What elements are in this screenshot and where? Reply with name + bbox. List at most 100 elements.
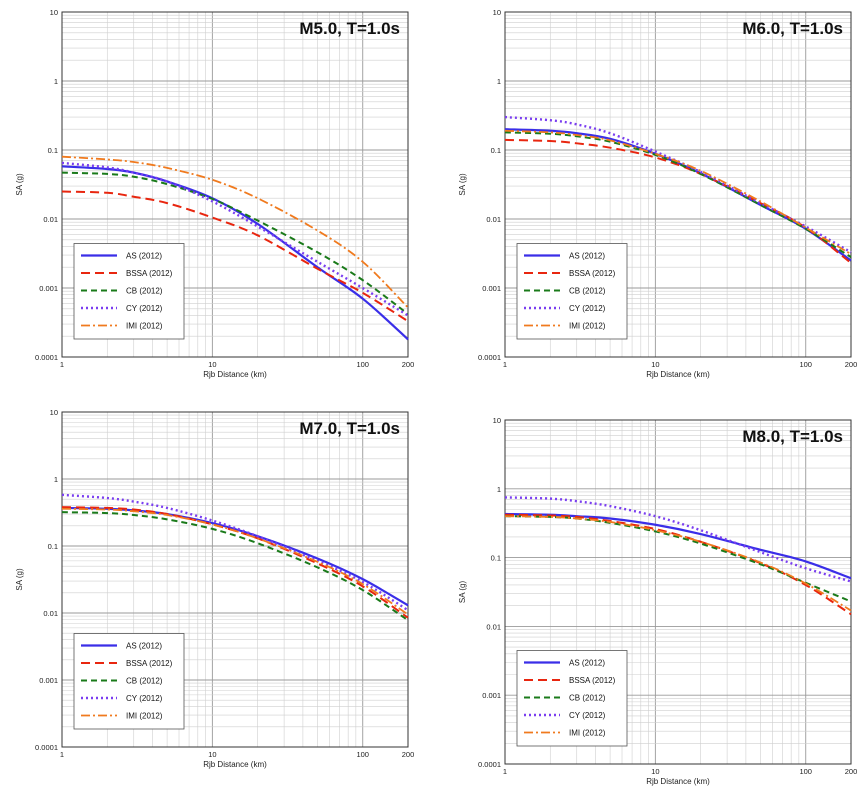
y-tick-label: 1 (54, 475, 58, 484)
x-tick-label: 100 (799, 360, 812, 369)
x-tick-label: 100 (356, 750, 369, 759)
legend-label: BSSA (2012) (569, 676, 616, 685)
y-tick-label: 10 (50, 408, 58, 417)
x-tick-label: 200 (402, 360, 415, 369)
x-axis-label: Rjb Distance (km) (203, 370, 267, 379)
legend-label: CY (2012) (126, 694, 163, 703)
y-axis-label: SA (g) (458, 173, 467, 196)
grid (504, 12, 852, 358)
legend-label: AS (2012) (569, 659, 605, 668)
series-line-imi (504, 515, 852, 612)
legend-label: IMI (2012) (126, 322, 163, 331)
y-tick-label: 0.01 (43, 609, 58, 618)
x-tick-label: 1 (503, 360, 507, 369)
x-tick-label: 1 (60, 360, 64, 369)
x-tick-label: 200 (845, 360, 858, 369)
legend-label: IMI (2012) (569, 322, 606, 331)
chart-title: M7.0, T=1.0s (299, 419, 400, 438)
grid (61, 412, 409, 748)
y-tick-label: 0.1 (48, 542, 58, 551)
legend-label: CY (2012) (569, 711, 606, 720)
y-tick-label: 0.1 (491, 146, 501, 155)
legend-box (516, 243, 628, 340)
legend: AS (2012) BSSA (2012) CB (2012) CY (2012) IM… (73, 243, 185, 340)
legend: AS (2012) BSSA (2012) CB (2012) CY (2012) IM… (516, 650, 628, 747)
y-tick-label: 0.1 (48, 146, 58, 155)
legend-label: AS (2012) (126, 252, 162, 261)
legend-label: CB (2012) (569, 694, 606, 703)
x-axis-label: Rjb Distance (km) (646, 370, 710, 379)
y-tick-label: 1 (497, 485, 501, 494)
legend-label: BSSA (2012) (569, 269, 616, 278)
chart-title: M6.0, T=1.0s (742, 19, 843, 38)
series-line-cb (61, 511, 409, 622)
plot-frame (61, 411, 409, 748)
x-tick-label: 200 (402, 750, 415, 759)
y-tick-label: 0.001 (482, 691, 501, 700)
series-line-cb (504, 131, 852, 258)
y-tick-label: 10 (493, 8, 501, 17)
legend-label: CY (2012) (126, 304, 163, 313)
y-tick-label: 0.0001 (478, 353, 501, 362)
x-tick-label: 100 (799, 767, 812, 776)
x-tick-label: 10 (208, 360, 216, 369)
plot-frame (61, 11, 409, 358)
x-axis-label: Rjb Distance (km) (203, 760, 267, 769)
y-tick-label: 0.01 (486, 622, 501, 631)
series-lines (504, 115, 852, 264)
x-tick-label: 200 (845, 767, 858, 776)
series-line-as (504, 512, 852, 580)
y-axis-label: SA (g) (15, 568, 24, 591)
y-tick-label: 0.001 (39, 676, 58, 685)
x-tick-label: 10 (208, 750, 216, 759)
y-tick-label: 0.1 (491, 554, 501, 563)
y-tick-label: 10 (50, 8, 58, 17)
series-line-cy (61, 493, 409, 612)
chart-title: M8.0, T=1.0s (742, 427, 843, 446)
y-tick-label: 1 (54, 77, 58, 86)
x-tick-label: 1 (503, 767, 507, 776)
series-line-cy (504, 496, 852, 583)
legend-label: CB (2012) (569, 287, 606, 296)
y-tick-label: 0.01 (43, 215, 58, 224)
plot-frame (504, 419, 852, 765)
y-tick-label: 0.001 (482, 284, 501, 293)
chart-title: M5.0, T=1.0s (299, 19, 400, 38)
legend-label: BSSA (2012) (126, 269, 173, 278)
plot-frame (504, 11, 852, 358)
legend-label: AS (2012) (569, 252, 605, 261)
y-axis-label: SA (g) (15, 173, 24, 196)
y-tick-label: 0.01 (486, 215, 501, 224)
series-line-imi (504, 129, 852, 255)
legend: AS (2012) BSSA (2012) CB (2012) CY (2012) IM… (73, 633, 185, 730)
y-tick-label: 0.0001 (35, 743, 58, 752)
series-lines (504, 496, 852, 616)
x-tick-label: 10 (651, 360, 659, 369)
series-line-cy (504, 115, 852, 254)
series-line-bssa (504, 513, 852, 616)
y-tick-label: 10 (493, 416, 501, 425)
series-line-cy (61, 161, 409, 317)
legend: AS (2012) BSSA (2012) CB (2012) CY (2012) IM… (516, 243, 628, 340)
y-axis-label: SA (g) (458, 581, 467, 604)
series-line-imi (61, 155, 409, 309)
legend-label: IMI (2012) (126, 712, 163, 721)
series-line-bssa (61, 506, 409, 619)
y-tick-label: 0.0001 (478, 760, 501, 769)
legend-label: CB (2012) (126, 287, 163, 296)
series-line-cb (61, 171, 409, 315)
x-tick-label: 1 (60, 750, 64, 759)
series-line-imi (61, 507, 409, 616)
legend-label: IMI (2012) (569, 729, 606, 738)
y-tick-label: 0.0001 (35, 353, 58, 362)
legend-label: AS (2012) (126, 642, 162, 651)
y-tick-label: 0.001 (39, 284, 58, 293)
x-tick-label: 10 (651, 767, 659, 776)
x-tick-label: 100 (356, 360, 369, 369)
series-lines (61, 155, 409, 341)
